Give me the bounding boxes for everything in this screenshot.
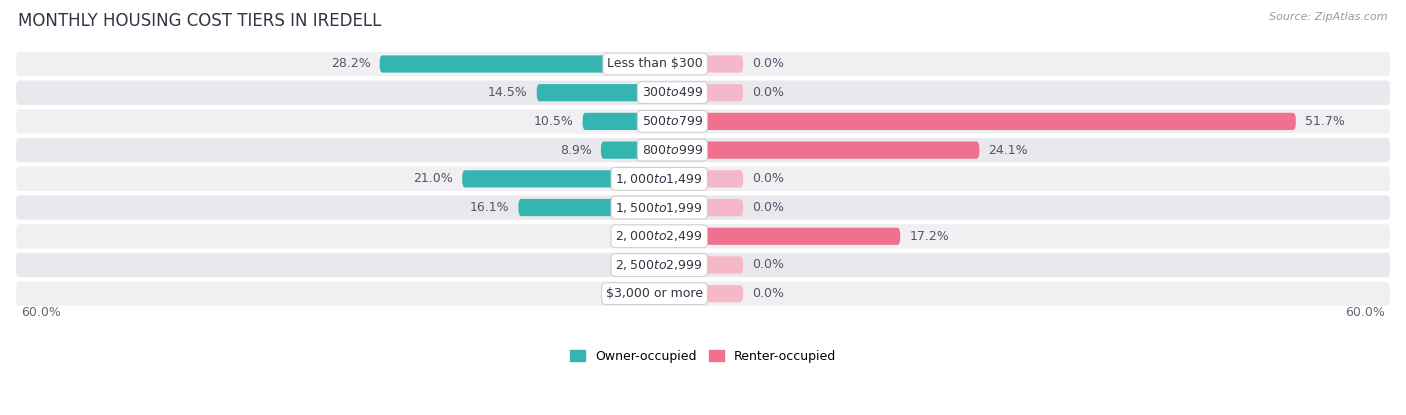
Text: 10.5%: 10.5% xyxy=(533,115,574,128)
FancyBboxPatch shape xyxy=(662,228,703,245)
Text: $1,500 to $1,999: $1,500 to $1,999 xyxy=(616,200,703,215)
FancyBboxPatch shape xyxy=(15,223,1391,249)
Text: $800 to $999: $800 to $999 xyxy=(641,144,703,156)
Text: 0.0%: 0.0% xyxy=(752,201,785,214)
FancyBboxPatch shape xyxy=(15,281,1391,307)
Text: MONTHLY HOUSING COST TIERS IN IREDELL: MONTHLY HOUSING COST TIERS IN IREDELL xyxy=(18,12,381,30)
FancyBboxPatch shape xyxy=(15,194,1391,221)
FancyBboxPatch shape xyxy=(703,199,744,216)
FancyBboxPatch shape xyxy=(15,108,1391,134)
FancyBboxPatch shape xyxy=(537,84,703,101)
Text: $500 to $799: $500 to $799 xyxy=(641,115,703,128)
FancyBboxPatch shape xyxy=(703,84,744,101)
Text: 21.0%: 21.0% xyxy=(413,172,453,186)
FancyBboxPatch shape xyxy=(662,285,703,302)
FancyBboxPatch shape xyxy=(703,228,900,245)
FancyBboxPatch shape xyxy=(703,256,744,273)
Text: 0.0%: 0.0% xyxy=(752,86,785,99)
Text: Less than $300: Less than $300 xyxy=(607,58,703,71)
Text: 16.1%: 16.1% xyxy=(470,201,509,214)
Legend: Owner-occupied, Renter-occupied: Owner-occupied, Renter-occupied xyxy=(565,345,841,368)
FancyBboxPatch shape xyxy=(15,166,1391,192)
FancyBboxPatch shape xyxy=(582,113,703,130)
FancyBboxPatch shape xyxy=(15,51,1391,77)
FancyBboxPatch shape xyxy=(463,170,703,188)
Text: $300 to $499: $300 to $499 xyxy=(641,86,703,99)
Text: 28.2%: 28.2% xyxy=(330,58,370,71)
Text: Source: ZipAtlas.com: Source: ZipAtlas.com xyxy=(1270,12,1388,22)
Text: 0.0%: 0.0% xyxy=(752,287,785,300)
FancyBboxPatch shape xyxy=(15,137,1391,164)
Text: 0.0%: 0.0% xyxy=(752,58,785,71)
Text: 60.0%: 60.0% xyxy=(21,306,60,319)
Text: 60.0%: 60.0% xyxy=(1346,306,1385,319)
FancyBboxPatch shape xyxy=(703,55,744,73)
FancyBboxPatch shape xyxy=(15,252,1391,278)
Text: 51.7%: 51.7% xyxy=(1305,115,1346,128)
Text: $2,500 to $2,999: $2,500 to $2,999 xyxy=(616,258,703,272)
FancyBboxPatch shape xyxy=(600,142,703,159)
Text: $2,000 to $2,499: $2,000 to $2,499 xyxy=(616,229,703,243)
Text: $3,000 or more: $3,000 or more xyxy=(606,287,703,300)
Text: 17.2%: 17.2% xyxy=(910,230,949,243)
Text: 0.0%: 0.0% xyxy=(752,259,785,271)
Text: 24.1%: 24.1% xyxy=(988,144,1028,156)
FancyBboxPatch shape xyxy=(380,55,703,73)
Text: 8.9%: 8.9% xyxy=(560,144,592,156)
FancyBboxPatch shape xyxy=(703,113,1296,130)
Text: 0.0%: 0.0% xyxy=(621,259,654,271)
FancyBboxPatch shape xyxy=(703,170,744,188)
FancyBboxPatch shape xyxy=(662,256,703,273)
Text: $1,000 to $1,499: $1,000 to $1,499 xyxy=(616,172,703,186)
Text: 0.81%: 0.81% xyxy=(614,230,654,243)
FancyBboxPatch shape xyxy=(703,285,744,302)
FancyBboxPatch shape xyxy=(703,142,980,159)
Text: 0.0%: 0.0% xyxy=(621,287,654,300)
Text: 14.5%: 14.5% xyxy=(488,86,527,99)
FancyBboxPatch shape xyxy=(519,199,703,216)
Text: 0.0%: 0.0% xyxy=(752,172,785,186)
FancyBboxPatch shape xyxy=(15,80,1391,106)
